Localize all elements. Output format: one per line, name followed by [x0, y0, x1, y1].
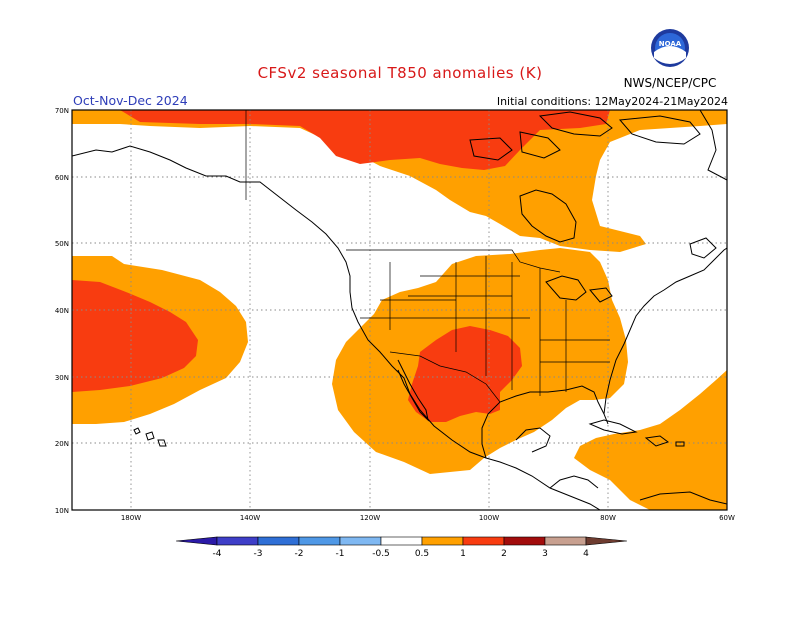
lat-label: 70N: [55, 107, 69, 115]
chart-title: CFSv2 seasonal T850 anomalies (K): [257, 64, 543, 82]
colorbar-label: 1: [460, 549, 466, 559]
lat-label: 30N: [55, 374, 69, 382]
lat-label: 60N: [55, 174, 69, 182]
colorbar-label: 2: [501, 549, 507, 559]
initial-conditions-label: Initial conditions: 12May2024-21May2024: [496, 95, 728, 108]
pacific-core-anomaly: [72, 280, 198, 392]
colorbar-segment: [175, 536, 218, 546]
lon-label: 100W: [479, 514, 499, 522]
arctic-warm-anomaly-outer: [72, 110, 727, 252]
colorbar-label: -1: [336, 549, 345, 559]
arctic-warm-anomaly: [120, 110, 610, 170]
lat-label: 40N: [55, 307, 69, 315]
political-boundaries: [245, 110, 610, 403]
colorbar-segment: [339, 536, 382, 546]
colorbar-segment: [421, 536, 464, 546]
colorbar-segment: [216, 536, 259, 546]
colorbar-segment: [257, 536, 300, 546]
colorbar-label: -3: [254, 549, 263, 559]
longitude-labels: 180W 140W 120W 100W 80W 60W: [121, 514, 735, 522]
colorbar-label: -0.5: [372, 549, 390, 559]
colorbar-label: 4: [583, 549, 589, 559]
noaa-logo: NOAA: [651, 29, 689, 67]
colorbar-label: -4: [213, 549, 222, 559]
coastlines: [72, 110, 727, 510]
lat-label: 20N: [55, 440, 69, 448]
colorbar-label: 0.5: [415, 549, 429, 559]
atlantic-warm-anomaly: [574, 370, 727, 510]
map-gridlines: [72, 110, 727, 510]
lon-label: 120W: [360, 514, 380, 522]
southwest-core-anomaly: [408, 326, 522, 422]
lat-label: 10N: [55, 507, 69, 515]
colorbar-segment: [462, 536, 505, 546]
lon-label: 140W: [240, 514, 260, 522]
svg-text:NOAA: NOAA: [659, 40, 682, 48]
agency-label: NWS/NCEP/CPC: [623, 76, 717, 90]
colorbar-segment: [544, 536, 587, 546]
map-frame: [71, 109, 728, 511]
map-plot-area: [72, 110, 727, 510]
lat-label: 50N: [55, 240, 69, 248]
colorbar-label: 3: [542, 549, 548, 559]
lon-label: 180W: [121, 514, 141, 522]
colorbar-segment: [380, 536, 423, 546]
season-label: Oct-Nov-Dec 2024: [73, 93, 188, 108]
lon-label: 80W: [600, 514, 616, 522]
colorbar: -4 -3 -2 -1 -0.5 0.5 1 2 3 4: [175, 536, 628, 559]
latitude-labels: 70N 60N 50N 40N 30N 20N 10N: [55, 107, 69, 515]
colorbar-segment: [503, 536, 546, 546]
colorbar-segment: [585, 536, 628, 546]
colorbar-label: -2: [295, 549, 304, 559]
colorbar-segment: [298, 536, 341, 546]
lon-label: 60W: [719, 514, 735, 522]
